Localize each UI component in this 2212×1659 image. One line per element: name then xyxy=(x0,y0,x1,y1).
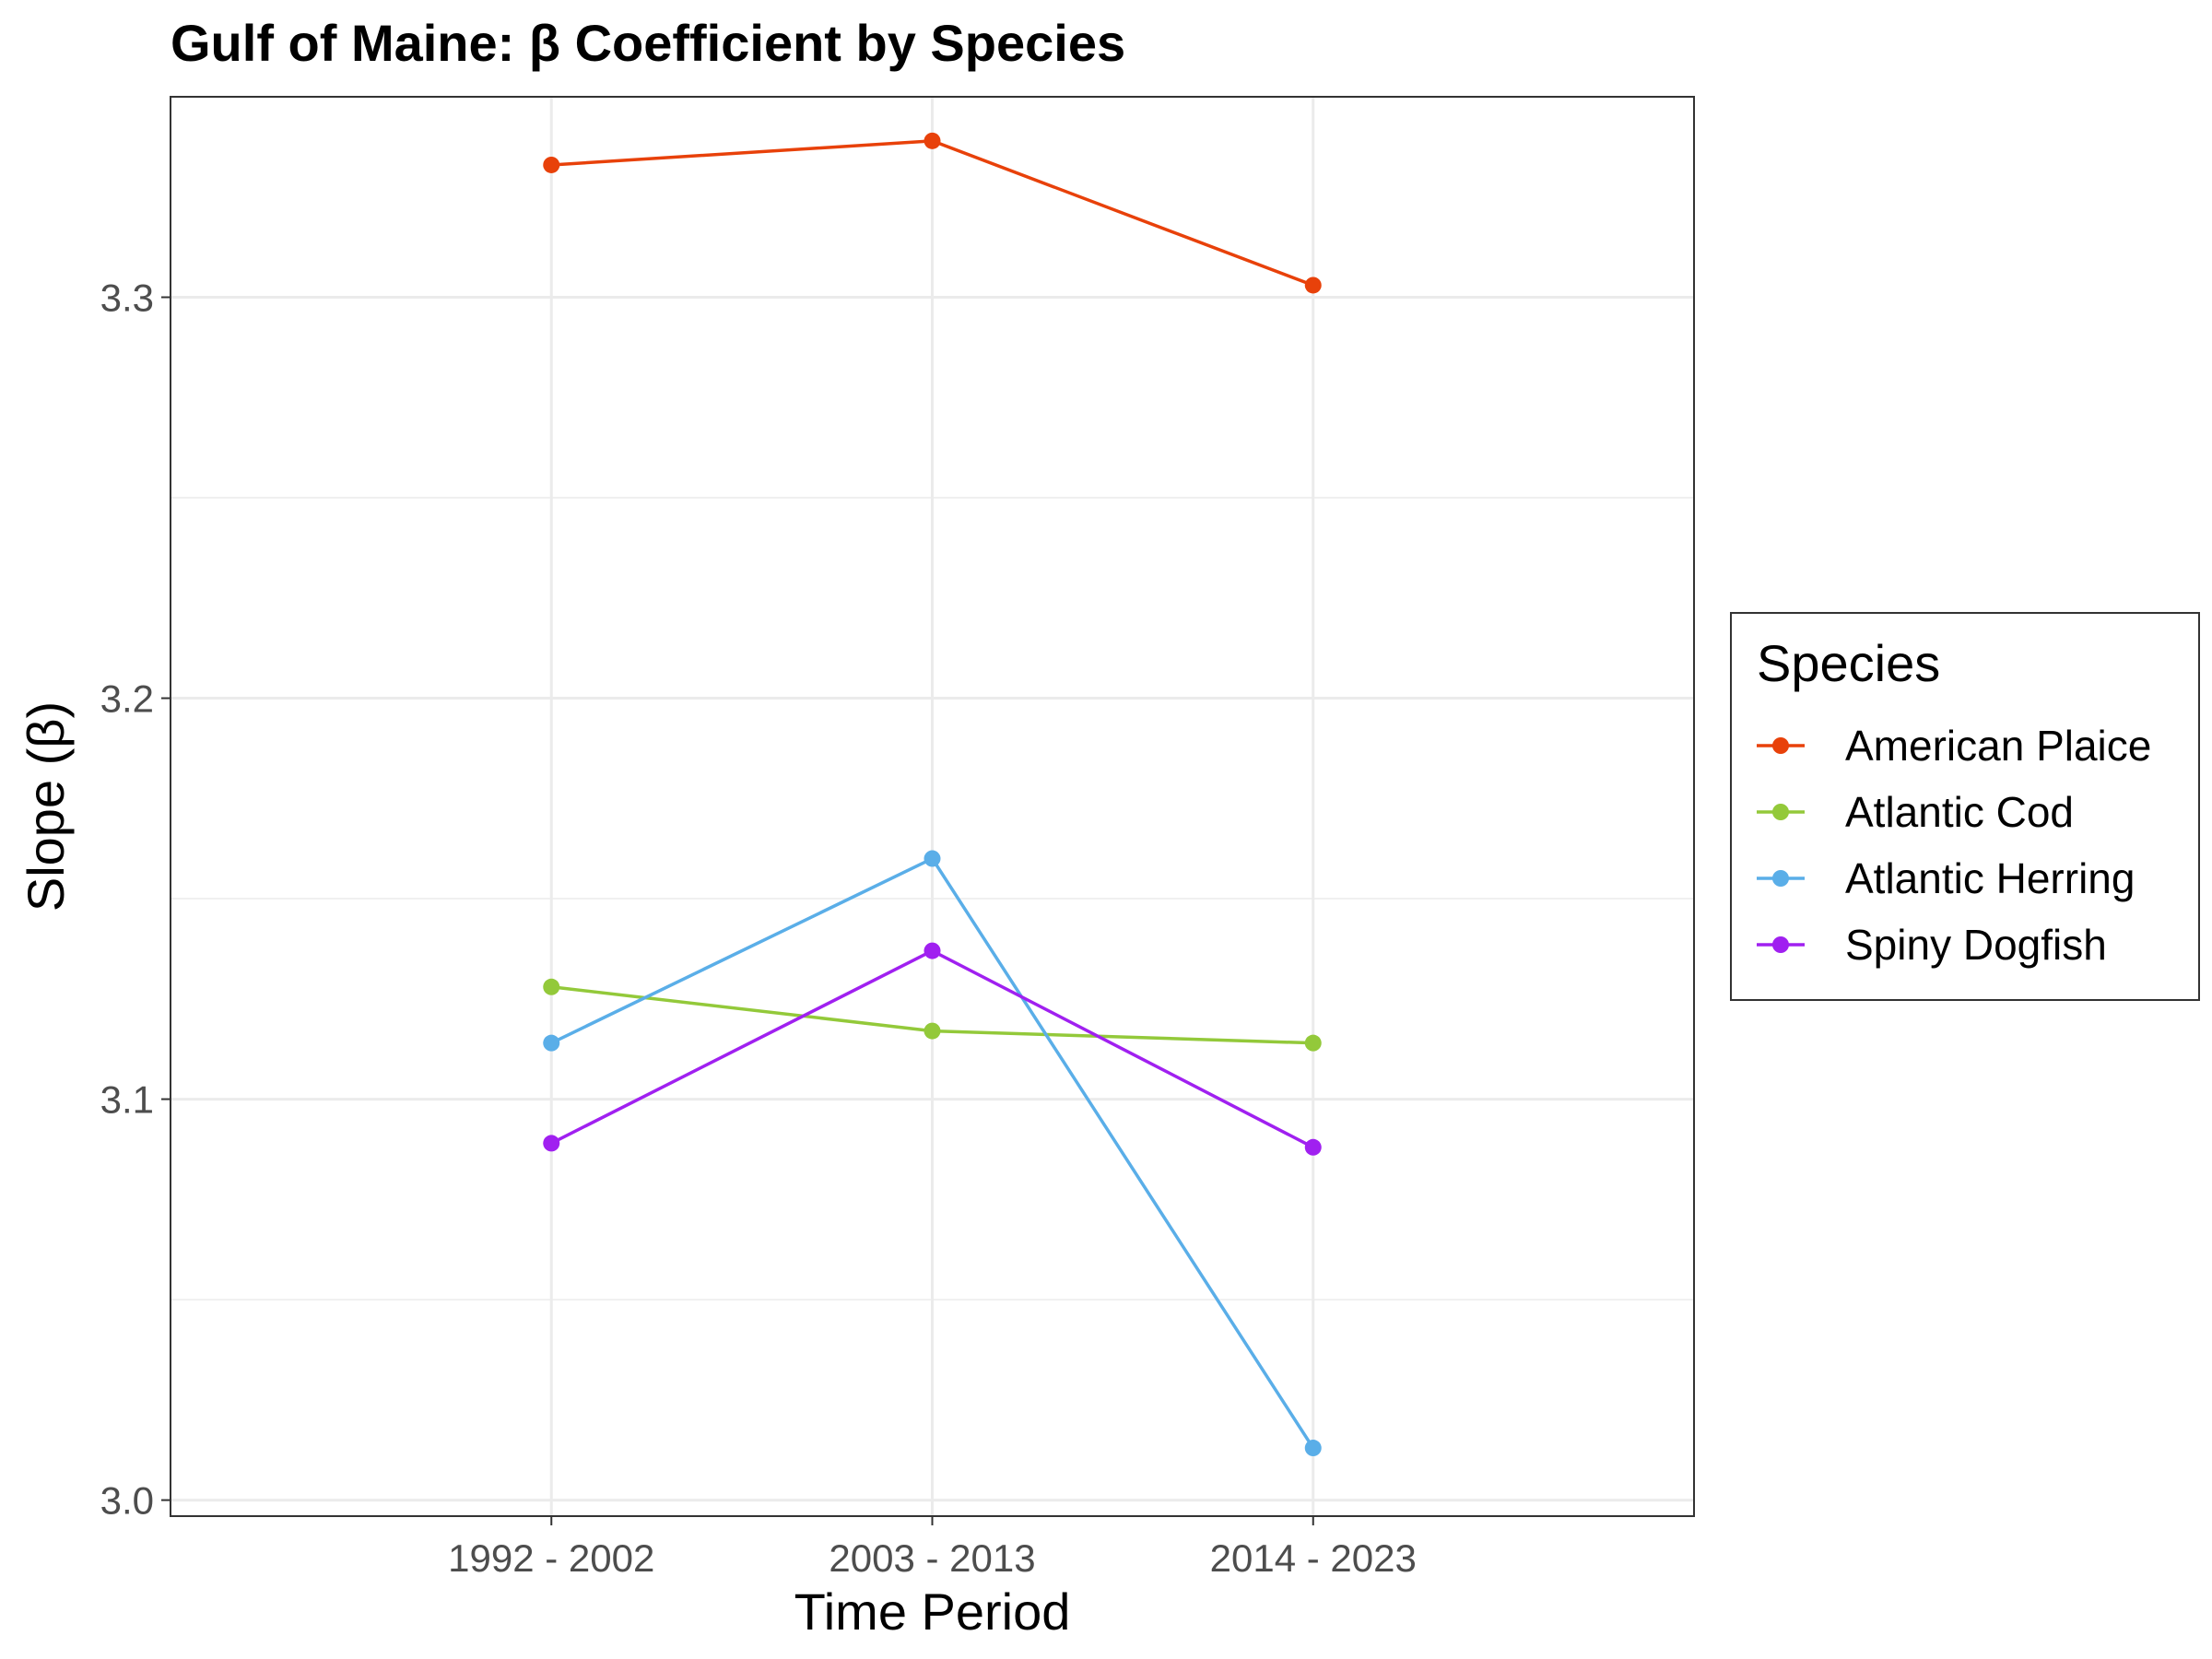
data-point-spiny-dogfish xyxy=(1304,1138,1322,1156)
legend-items: American Plaice Atlantic Cod Atlantic Herr… xyxy=(1757,722,2151,969)
legend-key-point xyxy=(1772,737,1789,754)
legend-key-point xyxy=(1772,936,1789,953)
legend-label: Spiny Dogfish xyxy=(1845,921,2107,969)
y-axis-title: Slope (β) xyxy=(17,701,75,912)
data-point-atlantic-herring xyxy=(1304,1440,1322,1457)
y-tick-label: 3.1 xyxy=(100,1078,154,1122)
data-point-atlantic-cod xyxy=(1304,1034,1322,1052)
legend-title: Species xyxy=(1757,634,1940,692)
y-tick-label: 3.0 xyxy=(100,1479,154,1523)
x-axis-title: Time Period xyxy=(794,1583,1071,1641)
data-point-american-plaice xyxy=(924,132,941,149)
series-layer xyxy=(543,132,1322,1457)
data-point-atlantic-cod xyxy=(543,978,560,995)
legend-label: Atlantic Cod xyxy=(1845,788,2074,836)
legend-label: Atlantic Herring xyxy=(1845,854,2135,902)
data-point-spiny-dogfish xyxy=(543,1135,560,1152)
legend-key-point xyxy=(1772,804,1789,820)
data-point-atlantic-herring xyxy=(924,850,941,867)
y-tick-label: 3.3 xyxy=(100,276,154,320)
data-point-american-plaice xyxy=(543,156,560,173)
legend-label: American Plaice xyxy=(1845,722,2151,770)
legend-box xyxy=(1730,612,2200,1001)
chart-title: Gulf of Maine: β Coefficient by Species xyxy=(171,14,1125,72)
legend: Species American Plaice Atlantic Cod Atlan… xyxy=(1730,612,2200,1001)
data-point-american-plaice xyxy=(1304,276,1322,294)
x-tick-label: 2003 - 2013 xyxy=(829,1536,1035,1580)
legend-key-point xyxy=(1772,870,1789,887)
data-point-atlantic-cod xyxy=(924,1022,941,1040)
grid-layer xyxy=(171,97,1694,1516)
axis-layer: 3.0 3.1 3.2 3.3 1992 - 2002 2003 - 2013 2014 -… xyxy=(100,276,1417,1580)
y-tick-label: 3.2 xyxy=(100,677,154,721)
data-point-atlantic-herring xyxy=(543,1034,560,1052)
data-point-spiny-dogfish xyxy=(924,942,941,959)
x-tick-label: 1992 - 2002 xyxy=(448,1536,654,1580)
x-tick-label: 2014 - 2023 xyxy=(1210,1536,1417,1580)
